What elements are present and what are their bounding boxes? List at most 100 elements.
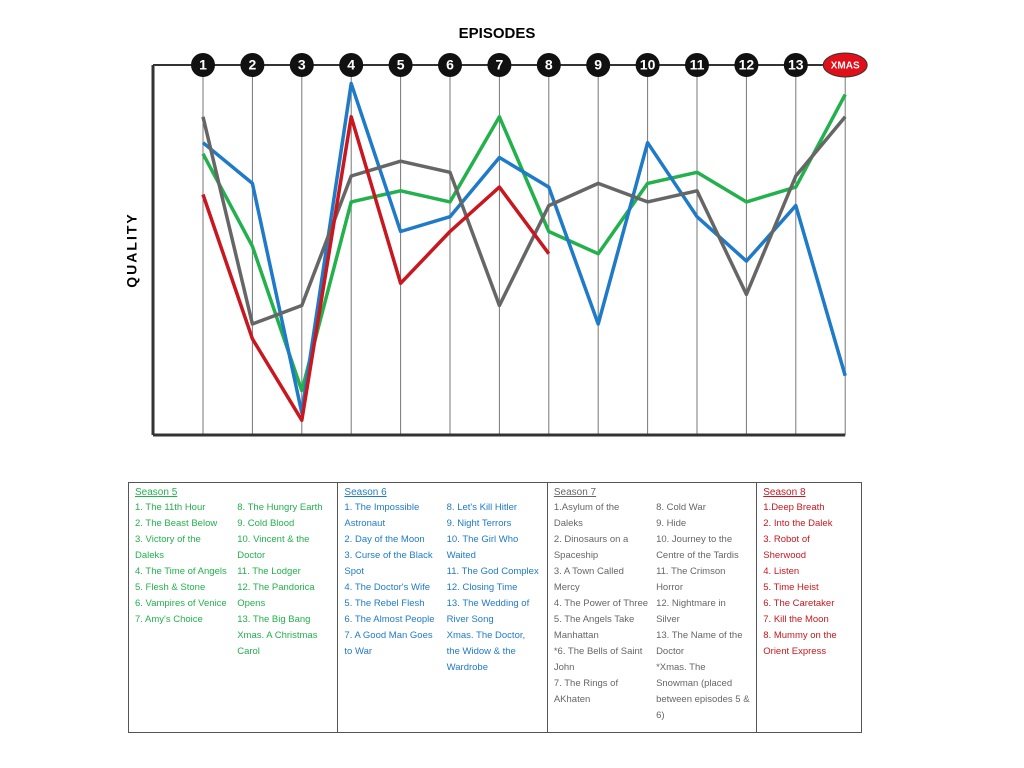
episode-title: Xmas. A Christmas Carol xyxy=(237,630,318,657)
x-tick-label: 11 xyxy=(690,57,705,73)
episode-title: 6. The Caretaker xyxy=(763,598,835,609)
episode-title: 12. Closing Time xyxy=(446,582,518,593)
episode-title: 9. Night Terrors xyxy=(446,518,512,529)
episode-column: 1. The Impossible Astronaut 2. Day of the… xyxy=(344,500,438,676)
x-tick-label: 6 xyxy=(446,57,454,73)
episode-title: 2. The Beast Below xyxy=(135,518,218,529)
episode-column: 8. Cold War 9. Hide 10. Journey to the Cen… xyxy=(656,500,750,724)
chart-title: EPISODES xyxy=(459,25,536,42)
x-tick-label: 9 xyxy=(594,57,602,73)
episode-title: 13. The Wedding of River Song xyxy=(446,598,530,625)
episode-title: 11. The God Complex xyxy=(446,566,539,577)
episode-title: 13. The Big Bang xyxy=(237,614,311,625)
legend-entry: Season 8 xyxy=(763,487,806,498)
episode-title: 12. The Pandorica Opens xyxy=(237,582,315,609)
episode-title: 8. Mummy on the Orient Express xyxy=(763,630,837,657)
episode-title: 2. Into the Dalek xyxy=(763,518,833,529)
legend-cell: Season 6 1. The Impossible Astronaut 2. Da… xyxy=(338,483,548,732)
episode-title: 4. The Doctor's Wife xyxy=(344,582,431,593)
legend-entry: Season 7 xyxy=(553,487,597,498)
episode-title: 5. The Rebel Flesh xyxy=(344,598,425,609)
episode-title: 11. The Lodger xyxy=(237,566,301,577)
episode-title: 3. Victory of the Daleks xyxy=(135,534,201,561)
episode-marker xyxy=(685,53,709,77)
episode-column: 1.Deep Breath 2. Into the Dalek 3. Robot o… xyxy=(763,500,855,660)
episode-columns: 1.Asylum of the Daleks 2. Dinosaurs on a … xyxy=(554,500,750,724)
episode-title: 3. A Town Called Mercy xyxy=(553,566,624,593)
episode-marker xyxy=(536,53,561,77)
episode-title: 8. Let's Kill Hitler xyxy=(446,502,518,513)
episode-title: *6. The Bells of Saint John xyxy=(553,646,643,673)
episode-title: 10. The Girl Who Waited xyxy=(446,534,519,561)
episode-title: 4. The Time of Angels xyxy=(135,566,227,577)
episode-title: 11. The Crimson Horror xyxy=(656,566,726,593)
episode-columns: 1. The Impossible Astronaut 2. Day of the… xyxy=(344,500,540,676)
episode-title: 1. The 11th Hour xyxy=(135,502,206,513)
x-tick-label: 10 xyxy=(640,57,656,73)
episode-title: 7. A Good Man Goes to War xyxy=(344,630,433,657)
legend-cell: Season 5 1. The 11th Hour 2. The Beast Bel… xyxy=(129,483,339,732)
episode-title: 12. Nightmare in Silver xyxy=(656,598,726,625)
episode-title: 2. Dinosaurs on a Spaceship xyxy=(553,534,629,561)
episode-title: 7. Amy's Choice xyxy=(135,614,203,625)
x-tick-label: 3 xyxy=(298,57,306,73)
series-line xyxy=(201,81,847,415)
episode-marker xyxy=(783,53,808,77)
episode-title: 5. The Angels Take Manhattan xyxy=(553,614,635,641)
episode-column: 1. The 11th Hour 2. The Beast Below 3. Vic… xyxy=(135,500,229,660)
episode-marker xyxy=(586,53,611,77)
episode-marker xyxy=(635,53,660,77)
episode-title: 10. Vincent & the Doctor xyxy=(237,534,310,561)
episode-title: 1.Asylum of the Daleks xyxy=(553,502,620,529)
x-tick-label: 12 xyxy=(739,57,755,73)
episode-title: 4. Listen xyxy=(763,566,800,577)
x-tick-label: XMAS xyxy=(831,61,860,72)
episode-title: 1.Deep Breath xyxy=(763,502,825,513)
y-axis-label: QUALITY xyxy=(124,212,140,287)
episode-marker xyxy=(487,53,512,77)
episode-columns: 1. The 11th Hour 2. The Beast Below 3. Vic… xyxy=(135,500,331,660)
episode-title: Xmas. The Doctor, the Widow & the Wardro… xyxy=(446,630,526,673)
episode-title: 9. Hide xyxy=(656,518,687,529)
episode-marker xyxy=(822,52,868,78)
episode-title: 1. The Impossible Astronaut xyxy=(344,502,420,529)
x-tick-label: 5 xyxy=(397,57,405,73)
episode-title: 13. The Name of the Doctor xyxy=(656,630,743,657)
episode-title: 5. Time Heist xyxy=(763,582,819,593)
episode-column: 8. The Hungry Earth 9. Cold Blood 10. Vinc… xyxy=(237,500,331,660)
legend-entry: Season 5 xyxy=(135,487,178,498)
episode-title: 10. Journey to the Centre of the Tardis xyxy=(656,534,739,561)
episode-marker xyxy=(191,53,215,77)
x-tick-label: 13 xyxy=(788,57,804,73)
x-tick-label: 7 xyxy=(496,57,504,73)
episode-marker xyxy=(438,53,462,77)
episode-column: 1.Asylum of the Daleks 2. Dinosaurs on a … xyxy=(554,500,648,724)
episode-marker xyxy=(289,53,314,77)
episode-columns: 1.Deep Breath 2. Into the Dalek 3. Robot o… xyxy=(763,500,855,660)
episode-title: 8. Cold War xyxy=(656,502,706,513)
x-tick-label: 8 xyxy=(545,57,553,73)
series-line xyxy=(201,93,847,393)
episode-title: 7. The Rings of AKhaten xyxy=(553,678,619,705)
legend-cell: Season 7 1.Asylum of the Daleks 2. Dinosau… xyxy=(548,483,758,732)
x-tick-label: 4 xyxy=(347,57,355,73)
episode-title: 9. Cold Blood xyxy=(237,518,295,529)
x-tick-label: 2 xyxy=(249,57,257,73)
legend-cell: Season 8 1.Deep Breath 2. Into the Dalek 3.… xyxy=(757,483,861,732)
x-tick-label: 1 xyxy=(199,57,207,73)
episode-marker xyxy=(339,53,364,77)
episode-marker xyxy=(388,53,413,77)
episode-title: 6. Vampires of Venice xyxy=(135,598,227,609)
series-line xyxy=(201,115,551,422)
episode-title: 3. Curse of the Black Spot xyxy=(344,550,433,577)
episode-title: 5. Flesh & Stone xyxy=(135,582,206,593)
episode-title: 8. The Hungry Earth xyxy=(237,502,323,513)
episode-title: 4. The Power of Three xyxy=(553,598,649,609)
episode-title: 3. Robot of Sherwood xyxy=(763,534,810,561)
episode-column: 8. Let's Kill Hitler 9. Night Terrors 10. … xyxy=(447,500,541,676)
legend: Season 5 1. The 11th Hour 2. The Beast Bel… xyxy=(128,482,862,733)
episode-title: 6. The Almost People xyxy=(344,614,435,625)
episode-title: 7. Kill the Moon xyxy=(763,614,829,625)
chart: EPISODES QUALITY 1 2 3 4 5 6 7 8 9 10 11 12 13 XMAS xyxy=(124,25,868,437)
